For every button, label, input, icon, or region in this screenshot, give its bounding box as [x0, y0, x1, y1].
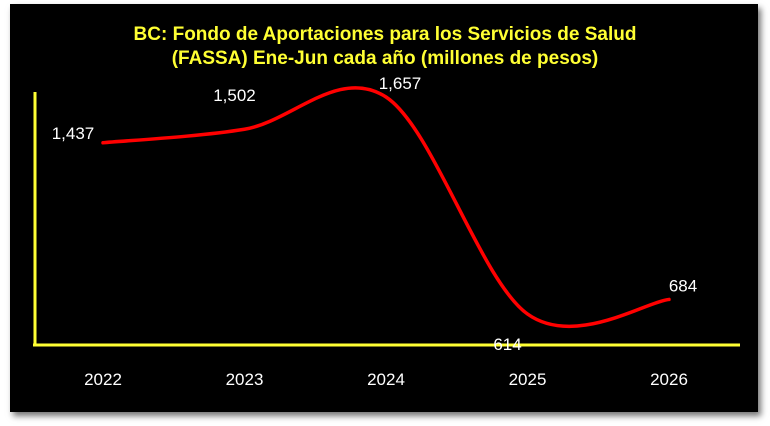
chart-title-line-1: BC: Fondo de Aportaciones para los Servi… [134, 24, 637, 45]
chart-title-line-2: (FASSA) Ene-Jun cada año (millones de pe… [172, 48, 599, 69]
x-tick-label-2025: 2025 [509, 370, 547, 389]
data-label-2026: 684 [669, 276, 697, 295]
x-tick-labels: 2022 2023 2024 2025 2026 [84, 370, 688, 389]
x-tick-label-2026: 2026 [650, 370, 688, 389]
data-label-2023: 1,502 [213, 86, 256, 105]
x-tick-label-2022: 2022 [84, 370, 122, 389]
data-label-2025: 614 [493, 335, 521, 354]
x-tick-label-2024: 2024 [367, 370, 405, 389]
series-line [101, 86, 671, 328]
data-labels: 1,437 1,502 1,657 614 684 [52, 74, 697, 354]
x-tick-label-2023: 2023 [226, 370, 264, 389]
data-label-2024: 1,657 [379, 74, 422, 93]
data-label-2022: 1,437 [52, 124, 95, 143]
